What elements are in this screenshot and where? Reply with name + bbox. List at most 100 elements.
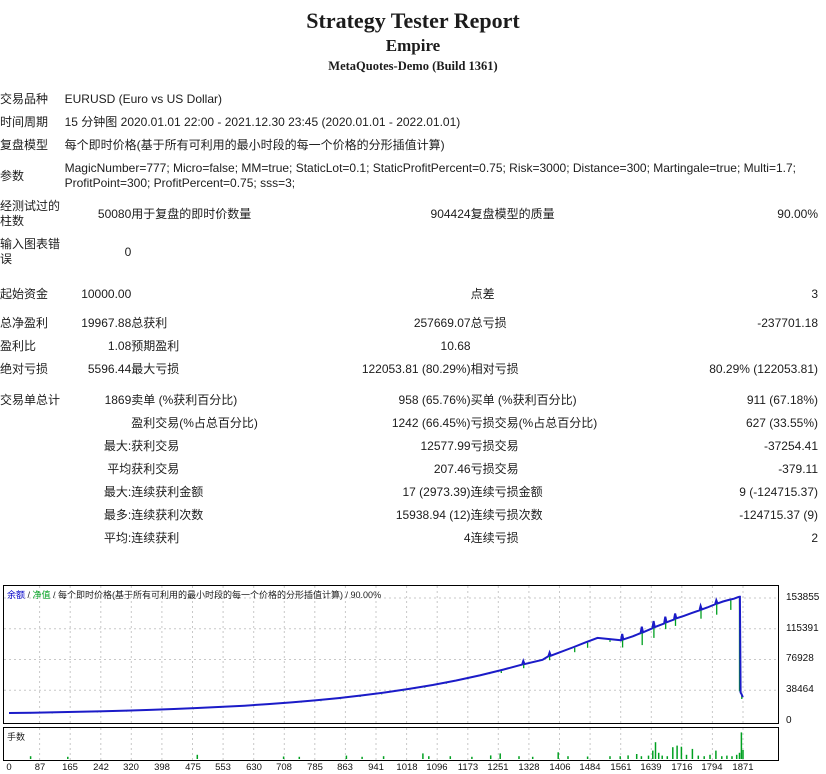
cell-value: 207.46 [433, 462, 471, 476]
x-axis-label: 708 [276, 762, 292, 773]
cell-label: 连续获利次数 [131, 508, 204, 522]
cell-value: 2 [811, 531, 818, 545]
row-label: 参数 [0, 168, 25, 183]
cell-value: -379.11 [778, 462, 818, 476]
cell-label: 卖单 (%获利百分比) [131, 393, 238, 407]
x-axis-label: 1328 [518, 762, 540, 773]
x-axis-label: 630 [246, 762, 262, 773]
lot-svg [29, 728, 744, 760]
cell-label: 盈利交易(%占总百分比) [131, 416, 258, 430]
row-profit-trades: 盈利交易(%占总百分比) 1242 (66.45%) 亏损交易(%占总百分比) 627… [0, 412, 818, 435]
x-axis-label: 242 [93, 762, 109, 773]
cell-value: 5596.44 [87, 362, 132, 376]
lot-size-label: 手数 [7, 732, 26, 742]
cell-label: 连续获利金额 [131, 485, 204, 499]
legend-separator: / [25, 590, 33, 600]
empty-cell [345, 283, 470, 306]
cell-value: 257669.07 [413, 316, 471, 330]
cell-value: 911 (67.18%) [746, 393, 818, 407]
empty-cell [0, 412, 65, 435]
empty-cell [345, 233, 470, 271]
row-label: 总净盈利 [0, 316, 49, 330]
cell-value: 80.29% (122053.81) [709, 362, 818, 376]
x-axis-label: 553 [215, 762, 231, 773]
cell-value: 10000.00 [81, 287, 132, 301]
x-axis-label: 1561 [610, 762, 632, 773]
row-label: 起始资金 [0, 287, 49, 301]
row-profit-factor: 盈利比 1.08 预期盈利 10.68 [0, 335, 818, 358]
row-label: 交易品种 [0, 92, 49, 106]
row-label: 交易单总计 [0, 393, 61, 407]
cell-label: 亏损交易 [470, 462, 519, 476]
cell-value: 15938.94 (12) [395, 508, 471, 522]
cell-value: 4 [463, 531, 471, 545]
row-largest: 最大: 获利交易 12577.99 亏损交易 -37254.41 [0, 435, 818, 458]
cell-label: 亏损交易(%占总百分比) [470, 416, 598, 430]
x-axis-labels: 0 87 165 242 320 398 475 553 630 708 785 863 941 1018… [0, 762, 826, 774]
report-title: Strategy Tester Report [306, 8, 520, 33]
cell-label: 连续获利 [131, 531, 180, 545]
cell-label: 相对亏损 [470, 362, 519, 376]
x-axis-label: 475 [185, 762, 201, 773]
cell-value: 958 (65.76%) [398, 393, 471, 407]
y-axis-labels: 153855 115391 76928 38464 0 [784, 585, 826, 726]
row-drawdown: 绝对亏损 5596.44 最大亏损 122053.81 (80.29%) 相对亏损 80.… [0, 358, 818, 381]
cell-label: 复盘模型的质量 [470, 206, 555, 221]
legend-equity: 净值 [32, 590, 51, 600]
cell-label: 总亏损 [470, 316, 507, 330]
row-symbol: 交易品种 EURUSD (Euro vs US Dollar) [0, 88, 818, 111]
row-value: EURUSD (Euro vs US Dollar) [64, 92, 222, 106]
empty-cell [0, 527, 65, 550]
row-average: 平均 获利交易 207.46 亏损交易 -379.11 [0, 458, 818, 481]
cell-value: 3 [811, 287, 818, 301]
cell-value: 627 (33.55%) [745, 416, 818, 430]
balance-svg [4, 586, 778, 723]
cell-value: 10.68 [440, 339, 471, 353]
empty-cell [471, 335, 691, 358]
balance-line [8, 595, 744, 714]
x-axis-label: 1406 [549, 762, 571, 773]
empty-cell [131, 233, 345, 271]
cell-label: 总获利 [131, 316, 168, 330]
y-axis-label: 115391 [786, 623, 819, 634]
cell-value: -237701.18 [757, 316, 818, 330]
cell-label: 用于复盘的即时价数量 [131, 206, 252, 221]
empty-cell [471, 233, 691, 271]
x-axis-label: 398 [154, 762, 170, 773]
legend-model-quality: / 每个即时价格(基于所有可利用的最小时段的每一个价格的分形插值计算) / 90… [50, 590, 382, 600]
cell-value: -37254.41 [763, 439, 818, 453]
cell-value: 最大: [103, 485, 132, 499]
cell-label: 连续亏损 [470, 531, 519, 545]
y-axis-label: 38464 [786, 684, 814, 695]
cell-label: 连续亏损次数 [470, 508, 543, 522]
x-axis-label: 87 [34, 762, 46, 773]
cell-label: 亏损交易 [470, 439, 519, 453]
cell-label: 获利交易 [131, 439, 180, 453]
empty-cell [691, 233, 818, 271]
cell-value: 90.00% [777, 206, 818, 221]
x-axis-label: 941 [368, 762, 384, 773]
row-label: 时间周期 [0, 115, 49, 129]
expert-name: Empire [385, 36, 441, 55]
row-value: 每个即时价格(基于所有可利用的最小时段的每一个价格的分形插值计算) [64, 138, 445, 152]
row-total-trades: 交易单总计 1869 卖单 (%获利百分比) 958 (65.76%) 买单 (%获利百… [0, 389, 818, 412]
cell-value: 19967.88 [81, 316, 132, 330]
y-axis-label: 76928 [786, 653, 814, 664]
row-max-consecutive: 最大: 连续获利金额 17 (2973.39) 连续亏损金额 9 (-124715.37… [0, 481, 818, 504]
cell-value: 最大: [103, 439, 132, 453]
row-label: 输入图表错误 [0, 237, 61, 266]
row-label: 盈利比 [0, 339, 37, 353]
cell-label: 最大亏损 [131, 362, 180, 376]
cell-value: 12577.99 [420, 439, 471, 453]
cell-label: 连续亏损金额 [470, 485, 543, 499]
row-chart-errors: 输入图表错误 0 [0, 233, 818, 271]
chart-legend: 余额 / 净值 / 每个即时价格(基于所有可利用的最小时段的每一个价格的分形插值… [7, 588, 381, 601]
empty-cell [65, 412, 132, 435]
cell-value: 50080 [97, 206, 132, 221]
x-axis-label: 1794 [701, 762, 723, 773]
x-axis-label: 1251 [487, 762, 509, 773]
row-label: 复盘模型 [0, 138, 49, 152]
balance-chart: 余额 / 净值 / 每个即时价格(基于所有可利用的最小时段的每一个价格的分形插值… [0, 585, 826, 773]
x-axis-label: 1018 [396, 762, 418, 773]
legend-balance: 余额 [7, 590, 26, 600]
